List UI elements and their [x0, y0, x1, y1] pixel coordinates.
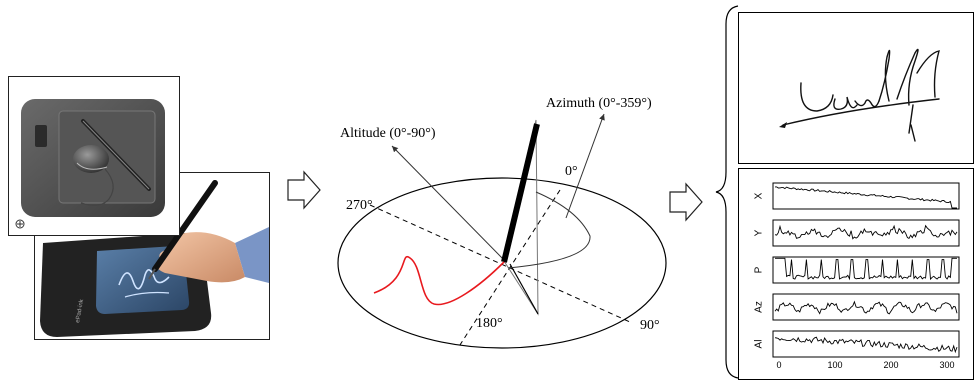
signal-plots: X Y P Az Al 0 100 200 300: [754, 182, 960, 370]
altitude-arrow: [391, 145, 507, 263]
altitude-label: Altitude (0°-90°): [340, 126, 436, 141]
tablet-photo: [8, 76, 180, 236]
x-tick-label: 100: [827, 360, 842, 370]
plane-ellipse: [337, 177, 667, 349]
signal-frame-x: [772, 182, 960, 210]
pad-brand-text: ePad-ink: [75, 298, 85, 323]
handwritten-signature: [779, 48, 940, 142]
signal-frame-y: [772, 219, 960, 247]
signal-frame-al: [772, 330, 960, 358]
x-tick-label: 200: [883, 360, 898, 370]
signal-trace-x: [775, 186, 957, 209]
mouse-icon: [73, 145, 109, 173]
sleeve: [235, 227, 269, 283]
axis-270-90: [369, 204, 631, 323]
pen-angle-diagram: [337, 113, 667, 349]
signal-trace-y: [774, 224, 958, 240]
channel-label-p: P: [754, 266, 765, 273]
arrow-icon-1: [287, 170, 321, 210]
hand: [156, 232, 245, 283]
channel-label-y: Y: [754, 229, 765, 236]
signals-panel: X Y P Az Al 0 100 200 300: [738, 168, 974, 380]
azimuth-label: Azimuth (0°-359°): [546, 96, 652, 111]
channel-label-al: Al: [754, 340, 765, 349]
signal-trace-al: [774, 336, 958, 354]
x-tick-label: 300: [939, 360, 954, 370]
x-tick-label: 0: [776, 360, 781, 370]
pen-trajectory: [373, 255, 505, 306]
pen: [152, 180, 218, 272]
channel-label-az: Az: [754, 301, 765, 313]
azimuth-arc: [507, 191, 591, 269]
deg-0-label: 0°: [565, 164, 578, 179]
deg-180-label: 180°: [476, 316, 503, 331]
signal-frame-az: [772, 293, 960, 321]
zoom-icon[interactable]: [15, 219, 25, 229]
azimuth-arrow: [565, 113, 605, 219]
pen: [501, 123, 540, 263]
signal-trace-p: [775, 257, 957, 281]
deg-270-label: 270°: [346, 198, 373, 213]
curly-brace: [715, 5, 739, 379]
signature-panel: [738, 12, 974, 164]
signal-frame-p: [772, 256, 960, 284]
deg-90-label: 90°: [640, 318, 660, 333]
signal-trace-az: [774, 300, 958, 315]
channel-label-x: X: [754, 192, 765, 199]
arrow-icon-2: [669, 182, 703, 222]
tablet-illustration: [9, 77, 179, 235]
